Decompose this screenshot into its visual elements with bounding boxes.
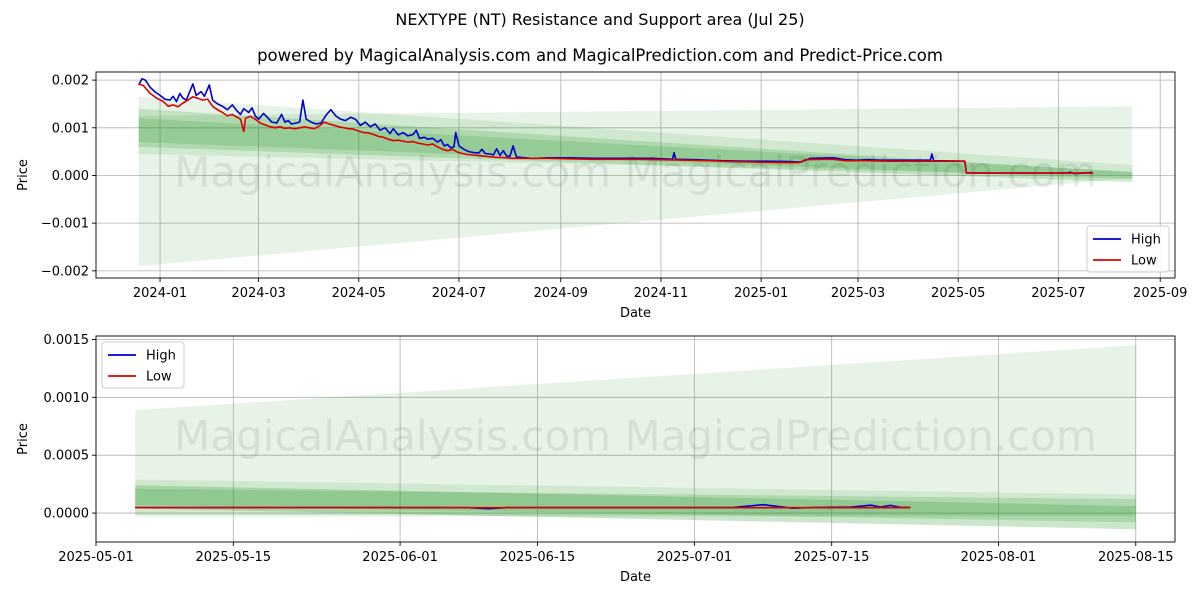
y-tick-label: 0.0005 xyxy=(44,449,90,464)
x-tick-label: 2025-07-01 xyxy=(657,550,733,565)
x-tick-label: 2025-06-01 xyxy=(362,550,438,565)
support-resistance-band-3 xyxy=(138,118,1133,180)
legend: High Low xyxy=(101,341,185,389)
x-tick-label: 2025-08-15 xyxy=(1098,550,1174,565)
x-tick-label: 2025-09 xyxy=(1133,286,1187,301)
y-tick-label: 0.0000 xyxy=(44,507,90,522)
series-line-low xyxy=(138,83,1093,174)
x-tick-label: 2024-01 xyxy=(133,286,187,301)
top-chart-panel: MagicalAnalysis.com MagicalPrediction.co… xyxy=(16,71,1187,321)
watermark-text: MagicalAnalysis.com MagicalPrediction.co… xyxy=(174,412,1097,461)
y-tick-label: 0.000 xyxy=(52,169,89,184)
y-tick-label: 0.0015 xyxy=(44,333,90,348)
bottom-chart-panel: MagicalAnalysis.com MagicalPrediction.co… xyxy=(16,333,1176,585)
legend: High Low xyxy=(1086,225,1170,273)
x-tick-label: 2025-08-01 xyxy=(961,550,1037,565)
y-tick-label: −0.001 xyxy=(41,217,89,232)
x-tick-label: 2025-05-15 xyxy=(196,550,272,565)
y-tick-label: 0.002 xyxy=(52,74,89,89)
x-tick-label: 2025-05-01 xyxy=(58,550,134,565)
axes-frame xyxy=(95,335,1176,543)
chart-subtitle: powered by MagicalAnalysis.com and Magic… xyxy=(257,46,943,65)
x-tick-label: 2024-03 xyxy=(231,286,285,301)
x-tick-label: 2025-07 xyxy=(1031,286,1085,301)
x-tick-label: 2024-05 xyxy=(332,286,386,301)
support-resistance-band-0 xyxy=(135,345,1136,517)
legend-label-low: Low xyxy=(146,370,172,385)
support-resistance-band-1 xyxy=(138,96,1133,177)
x-tick-label: 2025-01 xyxy=(734,286,788,301)
y-axis-label: Price xyxy=(16,159,31,191)
x-tick-label: 2025-07-15 xyxy=(794,550,870,565)
series-line-high xyxy=(137,77,1094,175)
watermark-text: MagicalAnalysis.com MagicalPrediction.co… xyxy=(174,148,1097,197)
legend-label-high: High xyxy=(146,349,176,364)
legend-label-high: High xyxy=(1131,233,1161,248)
chart-title: NEXTYPE (NT) Resistance and Support area… xyxy=(395,10,805,29)
x-tick-label: 2024-09 xyxy=(534,286,588,301)
x-tick-label: 2025-06-15 xyxy=(500,550,576,565)
x-tick-label: 2025-05 xyxy=(931,286,985,301)
axes-frame xyxy=(95,71,1176,279)
support-resistance-band-2 xyxy=(138,108,1133,183)
x-tick-label: 2025-03 xyxy=(831,286,885,301)
support-resistance-band-0 xyxy=(138,106,1133,267)
y-tick-label: 0.0010 xyxy=(44,391,90,406)
support-resistance-band-3 xyxy=(135,488,1136,523)
y-tick-label: 0.001 xyxy=(52,121,89,136)
x-axis-label: Date xyxy=(620,570,651,585)
x-tick-label: 2024-07 xyxy=(432,286,486,301)
y-axis-label: Price xyxy=(16,423,31,455)
y-tick-label: −0.002 xyxy=(41,264,89,279)
legend-label-low: Low xyxy=(1131,254,1157,269)
x-tick-label: 2024-11 xyxy=(634,286,688,301)
x-axis-label: Date xyxy=(620,306,651,321)
